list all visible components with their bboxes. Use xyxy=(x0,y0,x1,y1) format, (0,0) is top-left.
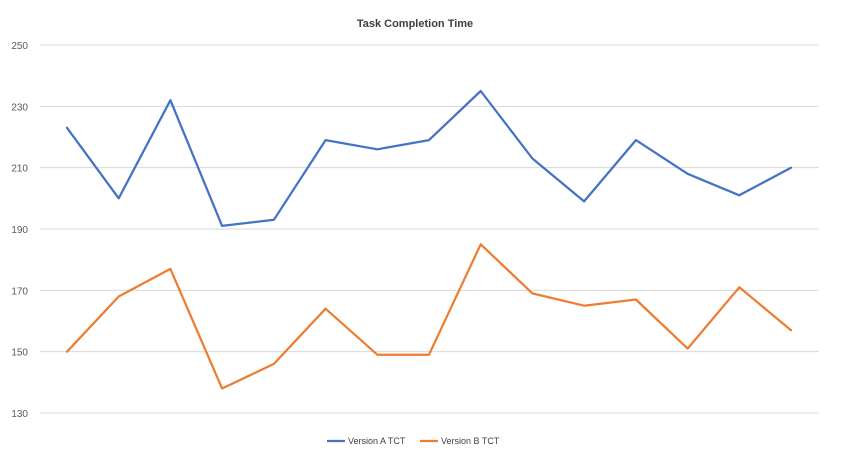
legend-label: Version B TCT xyxy=(441,436,500,446)
y-axis-ticks: 250 230 210 190 170 150 130 xyxy=(11,41,28,420)
series-line-version-a xyxy=(65,89,793,228)
y-tick-label: 170 xyxy=(11,286,28,297)
grid xyxy=(40,44,819,414)
y-tick-label: 150 xyxy=(11,348,28,359)
series-line-version-b xyxy=(65,243,793,390)
y-tick-label: 230 xyxy=(11,102,28,113)
y-tick-label: 130 xyxy=(11,409,28,420)
legend-label: Version A TCT xyxy=(348,436,406,446)
y-tick-label: 250 xyxy=(11,41,28,52)
chart-title: Task Completion Time xyxy=(357,18,473,30)
y-tick-label: 190 xyxy=(11,225,28,236)
legend: Version A TCT Version B TCT xyxy=(327,436,500,446)
series-lines xyxy=(65,89,793,390)
y-tick-label: 210 xyxy=(11,164,28,175)
